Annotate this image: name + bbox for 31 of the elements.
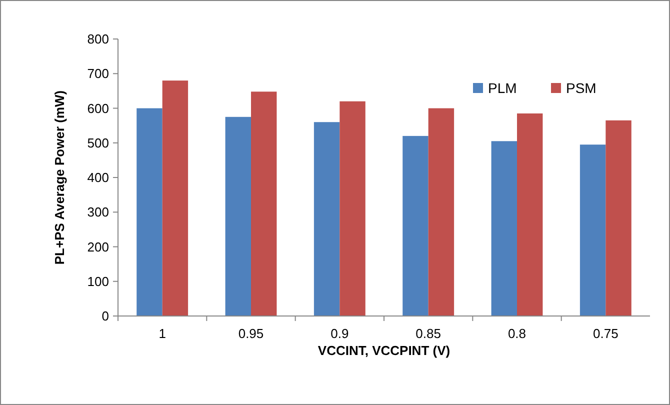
legend-label: PLM xyxy=(488,80,517,96)
y-tick-label: 200 xyxy=(87,239,109,254)
x-tick-label: 0.95 xyxy=(238,326,264,341)
bar xyxy=(340,101,366,316)
y-tick-label: 100 xyxy=(87,274,109,289)
y-tick-label: 500 xyxy=(87,135,109,150)
bar xyxy=(225,116,251,316)
x-tick-label: 0.85 xyxy=(416,326,441,341)
x-tick-label: 0.75 xyxy=(593,326,618,341)
bar xyxy=(314,122,340,316)
bar xyxy=(517,113,543,316)
y-tick-label: 300 xyxy=(87,204,109,220)
bar xyxy=(402,136,428,316)
bar xyxy=(491,141,517,316)
x-tick-label: 1 xyxy=(158,326,166,341)
bar xyxy=(428,108,454,316)
legend-label: PSM xyxy=(566,80,596,96)
bar xyxy=(162,80,188,316)
x-tick-label: 0.9 xyxy=(330,326,349,341)
y-tick-label: 400 xyxy=(87,170,109,186)
y-tick-label: 700 xyxy=(87,66,109,82)
x-tick-label: 0.8 xyxy=(508,326,526,341)
bar xyxy=(580,144,606,316)
bar xyxy=(136,108,162,316)
x-axis-title: VCCINT, VCCPINT (V) xyxy=(318,343,450,358)
y-tick-label: 0 xyxy=(102,308,109,324)
bar xyxy=(606,120,632,316)
y-tick-label: 800 xyxy=(87,32,109,47)
bar xyxy=(251,92,277,316)
y-tick-label: 600 xyxy=(87,100,109,116)
y-axis-title: PL+PS Average Power (mW) xyxy=(52,90,67,265)
